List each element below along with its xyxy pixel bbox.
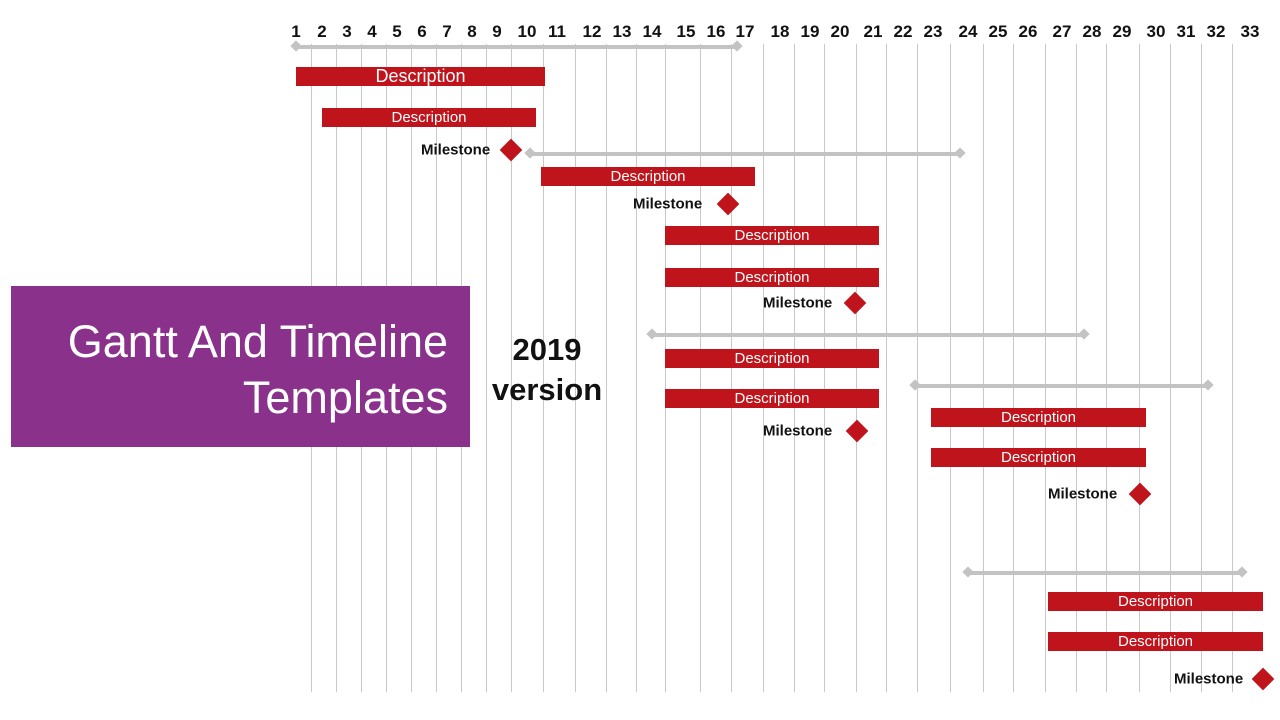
day-label: 3: [342, 22, 352, 41]
day-label: 23: [923, 22, 943, 41]
milestone-diamond-icon: [499, 138, 523, 162]
day-label: 33: [1240, 22, 1260, 41]
day-label: 20: [830, 22, 850, 41]
milestone-diamond-icon: [1128, 482, 1152, 506]
grid-line: [1170, 44, 1171, 692]
day-label: 30: [1146, 22, 1166, 41]
grid-line: [917, 44, 918, 692]
day-label: 4: [367, 22, 377, 41]
day-label: 21: [863, 22, 883, 41]
grid-line: [543, 44, 544, 692]
task-bar: Description: [931, 408, 1146, 427]
grid-line: [665, 44, 666, 692]
grid-line: [886, 44, 887, 692]
milestone-label: Milestone: [1048, 485, 1118, 503]
day-label: 29: [1112, 22, 1132, 41]
grid-line: [856, 44, 857, 692]
task-bar: Description: [296, 67, 545, 86]
day-label: 18: [770, 22, 790, 41]
grid-line: [1076, 44, 1077, 692]
day-label: 6: [417, 22, 427, 41]
grid-line: [1106, 44, 1107, 692]
version-label: 2019 version: [491, 332, 603, 407]
slide-title: Gantt And Timeline Templates: [67, 316, 448, 423]
grid-line: [950, 44, 951, 692]
task-bar: Description: [541, 167, 755, 186]
grid-line: [1139, 44, 1140, 692]
phase-span: [652, 333, 1084, 337]
grid-line: [763, 44, 764, 692]
day-label: 16: [706, 22, 726, 41]
day-label: 14: [642, 22, 662, 41]
day-label: 26: [1018, 22, 1038, 41]
milestone-label: Milestone: [1174, 670, 1244, 688]
day-label: 2: [317, 22, 327, 41]
grid-line: [824, 44, 825, 692]
task-bar: Description: [1048, 592, 1263, 611]
day-label: 12: [582, 22, 602, 41]
milestone-diamond-icon: [845, 419, 869, 443]
day-label: 11: [548, 22, 566, 41]
milestone-diamond-icon: [716, 192, 740, 216]
task-bar: Description: [322, 108, 536, 127]
task-bar: Description: [931, 448, 1146, 467]
phase-span: [915, 384, 1208, 388]
day-label: 27: [1052, 22, 1072, 41]
grid-line: [606, 44, 607, 692]
grid-line: [1201, 44, 1202, 692]
day-label: 19: [800, 22, 820, 41]
grid-line: [983, 44, 984, 692]
phase-span: [296, 45, 737, 49]
day-label: 1: [291, 22, 301, 41]
task-bar: Description: [665, 389, 879, 408]
day-label: 5: [392, 22, 402, 41]
task-bar: Description: [665, 349, 879, 368]
day-label: 25: [988, 22, 1008, 41]
grid-line: [700, 44, 701, 692]
day-label: 10: [517, 22, 537, 41]
milestone-label: Milestone: [763, 294, 833, 312]
title-panel: Gantt And Timeline Templates: [11, 286, 470, 447]
phase-span: [530, 152, 960, 156]
day-label: 22: [893, 22, 913, 41]
day-label: 24: [958, 22, 978, 41]
milestone-diamond-icon: [1251, 667, 1275, 691]
day-label: 7: [442, 22, 452, 41]
grid-line: [486, 44, 487, 692]
milestone-label: Milestone: [633, 195, 703, 213]
grid-line: [794, 44, 795, 692]
milestone-diamond-icon: [843, 291, 867, 315]
task-bar: Description: [665, 226, 879, 245]
day-label: 9: [492, 22, 502, 41]
day-label: 31: [1176, 22, 1196, 41]
grid-line: [1045, 44, 1046, 692]
grid-line: [511, 44, 512, 692]
task-bar: Description: [665, 268, 879, 287]
grid-line: [636, 44, 637, 692]
phase-span: [968, 571, 1242, 575]
grid-line: [1232, 44, 1233, 692]
day-label: 15: [676, 22, 696, 41]
grid-line: [1013, 44, 1014, 692]
day-label: 13: [612, 22, 632, 41]
milestone-label: Milestone: [421, 141, 491, 159]
grid-line: [575, 44, 576, 692]
day-label: 28: [1082, 22, 1102, 41]
day-label: 32: [1206, 22, 1226, 41]
milestone-label: Milestone: [763, 422, 833, 440]
day-label: 8: [467, 22, 477, 41]
grid-line: [731, 44, 732, 692]
day-label: 17: [735, 22, 755, 41]
task-bar: Description: [1048, 632, 1263, 651]
